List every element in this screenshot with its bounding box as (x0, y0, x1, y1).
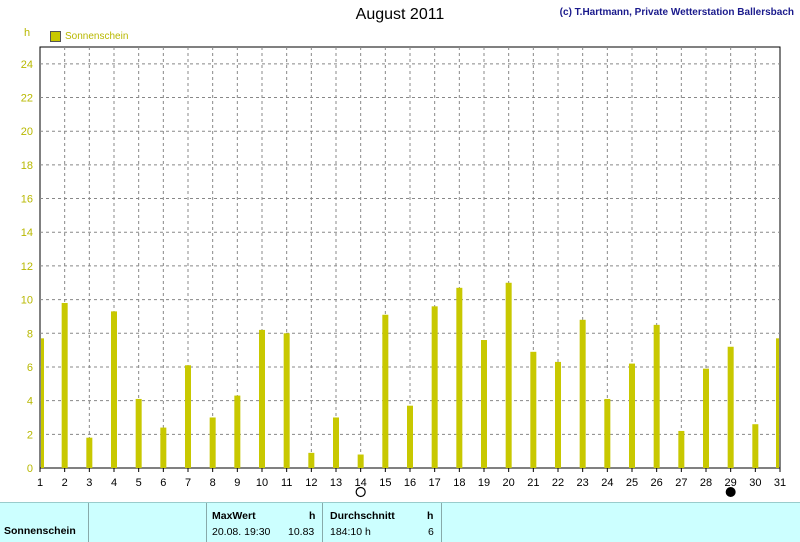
legend: Sonnenschein (50, 31, 128, 42)
bar (727, 346, 734, 468)
bar (530, 351, 537, 468)
y-tick-label: 6 (27, 362, 33, 374)
avg-total: 184:10 h (330, 526, 371, 538)
y-tick-label: 0 (27, 463, 33, 475)
x-tick-label: 27 (675, 477, 687, 489)
legend-swatch (50, 31, 61, 42)
bar (382, 314, 389, 468)
y-tick-label: 22 (21, 93, 33, 105)
footer-separator (441, 503, 442, 542)
x-tick-label: 21 (527, 477, 539, 489)
y-tick-label: 20 (21, 126, 33, 138)
y-tick-label: 18 (21, 160, 33, 172)
avg-value: 6 (428, 526, 434, 538)
y-tick-label: 8 (27, 328, 33, 340)
y-tick-label: 10 (21, 295, 33, 307)
x-tick-label: 25 (626, 477, 638, 489)
legend-label: Sonnenschein (65, 31, 129, 42)
bar (555, 361, 561, 468)
full-moon-icon (355, 486, 366, 498)
x-tick-label: 5 (136, 477, 142, 489)
y-tick-label: 14 (21, 227, 33, 239)
bar (431, 306, 438, 468)
bar (653, 324, 660, 468)
bar (86, 437, 93, 468)
x-tick-label: 1 (37, 477, 43, 489)
footer-separator (322, 503, 323, 542)
x-tick-label: 31 (774, 477, 786, 489)
y-tick-label: 2 (27, 429, 33, 441)
x-tick-label: 18 (453, 477, 465, 489)
bar (61, 302, 68, 468)
bar (234, 395, 241, 468)
bar (135, 398, 142, 468)
x-tick-label: 4 (111, 477, 117, 489)
bar (209, 417, 216, 468)
max-datetime: 20.08. 19:30 (212, 526, 271, 538)
max-unit: h (309, 510, 316, 522)
bar (283, 333, 290, 468)
footer-separator (206, 503, 207, 542)
x-tick-label: 8 (210, 477, 216, 489)
x-tick-label: 15 (379, 477, 391, 489)
credit-text: (c) T.Hartmann, Private Wetterstation Ba… (559, 7, 794, 18)
chart-title: August 2011 (355, 6, 445, 23)
bar (604, 398, 611, 468)
bar (111, 311, 117, 468)
bar (160, 427, 167, 468)
x-tick-label: 26 (651, 477, 663, 489)
bar (41, 338, 44, 468)
y-axis-unit: h (24, 27, 31, 39)
x-tick-label: 11 (281, 477, 292, 489)
x-tick-label: 22 (552, 477, 564, 489)
footer-separator (88, 503, 89, 542)
bar (629, 363, 635, 468)
avg-unit: h (427, 510, 434, 522)
bar (185, 365, 191, 468)
bar (703, 368, 709, 468)
bar (481, 340, 487, 468)
x-tick-label: 6 (160, 477, 166, 489)
x-tick-label: 3 (86, 477, 92, 489)
x-tick-label: 28 (700, 477, 712, 489)
x-tick-label: 19 (478, 477, 490, 489)
bar (579, 319, 586, 468)
bar (505, 282, 512, 468)
x-tick-label: 12 (305, 477, 317, 489)
x-tick-label: 23 (577, 477, 589, 489)
bar (357, 454, 364, 468)
bar (456, 287, 463, 468)
x-tick-label: 9 (234, 477, 240, 489)
x-tick-label: 24 (601, 477, 613, 489)
bar (752, 424, 759, 468)
footer-row-label: Sonnenschein (4, 525, 76, 537)
bar (776, 338, 779, 468)
x-tick-label: 14 (355, 477, 367, 489)
x-tick-label: 17 (429, 477, 441, 489)
x-tick-label: 30 (749, 477, 761, 489)
x-tick-label: 2 (62, 477, 68, 489)
y-tick-label: 4 (27, 396, 33, 408)
x-tick-label: 29 (725, 477, 737, 489)
max-value: 10.83 (288, 526, 315, 538)
bar (308, 452, 315, 468)
x-tick-label: 13 (330, 477, 342, 489)
bar (259, 329, 265, 468)
y-tick-label: 16 (21, 194, 33, 206)
y-tick-label: 12 (21, 261, 33, 273)
summary-footer: Sonnenschein MaxWert h 20.08. 19:30 10.8… (0, 502, 800, 542)
x-tick-label: 7 (185, 477, 191, 489)
x-tick-label: 20 (503, 477, 515, 489)
x-tick-label: 16 (404, 477, 416, 489)
max-header: MaxWert (212, 510, 256, 522)
bar (333, 417, 339, 468)
y-tick-label: 24 (21, 59, 33, 71)
bar (407, 405, 413, 468)
bar (678, 430, 685, 468)
x-tick-label: 10 (256, 477, 268, 489)
new-moon-icon (725, 487, 736, 497)
avg-header: Durchschnitt (330, 510, 395, 522)
